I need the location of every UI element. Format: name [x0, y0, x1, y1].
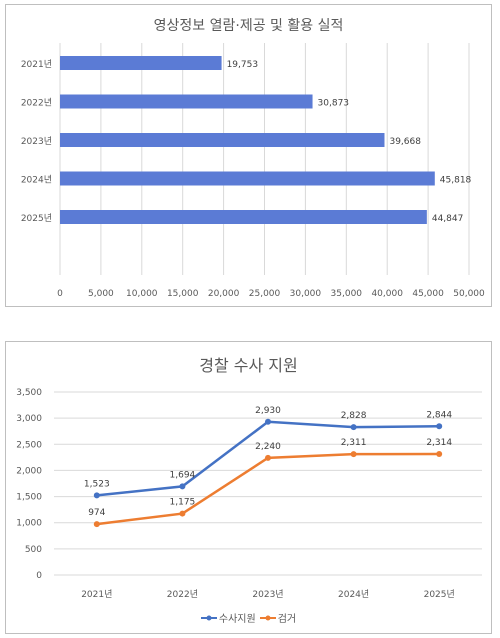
legend-item: 검거 [259, 610, 297, 625]
series-data-label: 1,175 [170, 498, 196, 508]
line-y-tick-label: 1,500 [16, 493, 42, 503]
legend-swatch-icon [200, 615, 217, 620]
series-point [265, 418, 271, 425]
bar-x-tick-label: 25,000 [249, 289, 281, 299]
line-y-tick-label: 500 [25, 545, 42, 555]
bar-category-label: 2024년 [21, 175, 52, 186]
series-point [350, 451, 357, 458]
line-x-tick-label: 2021년 [81, 589, 112, 600]
bar-x-tick-label: 30,000 [290, 289, 322, 299]
bar-x-tick-label: 50,000 [453, 289, 485, 299]
series-point [265, 454, 271, 461]
bar [60, 133, 385, 147]
bar-x-tick-label: 5,000 [88, 289, 114, 299]
bar-category-label: 2023년 [21, 136, 52, 147]
line-x-tick-label: 2024년 [338, 589, 369, 600]
legend-label: 검거 [277, 614, 297, 625]
bar-x-tick-label: 20,000 [208, 289, 240, 299]
line-y-tick-label: 1,000 [16, 519, 42, 529]
series-point [350, 424, 357, 431]
bar-chart-title: 영상정보 열람·제공 및 활용 실적 [153, 18, 344, 34]
series-data-label: 2,828 [341, 411, 367, 421]
bar [60, 210, 427, 224]
bar-x-tick-label: 45,000 [412, 289, 444, 299]
series-data-label: 2,844 [426, 410, 452, 420]
bar-data-label: 44,847 [432, 214, 464, 224]
bar-data-label: 19,753 [227, 60, 258, 70]
bar-chart-svg: 0 5,000 10,000 15,000 20,000 25,000 30,000 35,0… [21, 43, 485, 299]
legend-swatch-icon [259, 615, 276, 620]
series-data-label: 2,240 [255, 442, 281, 452]
bar-x-tick-label: 0 [57, 289, 63, 299]
bar-category-label: 2025년 [21, 213, 52, 224]
line-x-tick-label: 2022년 [167, 589, 198, 600]
bar-data-label: 30,873 [318, 99, 350, 109]
line-y-tick-label: 2,000 [16, 466, 42, 476]
series-point [436, 423, 443, 430]
bar-category-label: 2021년 [21, 59, 52, 70]
bar-data-label: 45,818 [440, 176, 472, 186]
line-y-tick-label: 2,500 [16, 440, 42, 450]
line-y-tick-label: 3,000 [16, 414, 42, 424]
bar-data-label: 39,668 [389, 137, 421, 147]
line-x-tick-label: 2025년 [424, 589, 455, 600]
legend-item: 수사지원 [200, 610, 256, 625]
line-y-tick-label: 0 [36, 571, 42, 581]
line-y-tick-label: 3,500 [16, 388, 42, 398]
series-data-label: 2,314 [426, 438, 452, 448]
series-point [179, 510, 186, 517]
series-point [179, 483, 186, 490]
legend-label: 수사지원 [218, 614, 256, 625]
bar [60, 171, 435, 186]
bar-chart-panel: 영상정보 열람·제공 및 활용 실적 0 5,000 10,000 15,000 20,… [5, 4, 492, 307]
line-chart-title: 경찰 수사 지원 [199, 356, 298, 375]
series-data-label: 2,311 [341, 438, 367, 448]
bar [60, 56, 222, 70]
line-chart-svg: 0 500 1,000 1,500 2,000 2,500 3,000 3,500 2021년 2… [16, 388, 482, 600]
bar-x-tick-label: 40,000 [371, 289, 403, 299]
series-point [93, 521, 100, 528]
line-chart-panel: 경찰 수사 지원 0 500 1,000 1,500 2,000 2,500 3,000 3,… [5, 341, 492, 634]
bar-x-tick-label: 10,000 [126, 289, 158, 299]
series-data-label: 2,930 [255, 406, 281, 416]
series-data-label: 1,694 [170, 470, 196, 480]
bar-x-tick-label: 35,000 [331, 289, 363, 299]
series-point [436, 451, 443, 458]
bar-x-tick-label: 15,000 [167, 289, 199, 299]
series-data-label: 974 [88, 508, 105, 518]
bar-category-label: 2022년 [21, 98, 52, 109]
series-data-label: 1,523 [84, 479, 110, 489]
bar [60, 94, 313, 109]
series-point [93, 492, 100, 499]
line-x-tick-label: 2023년 [252, 589, 283, 600]
line-chart-legend: 수사지원 검거 [6, 610, 491, 625]
